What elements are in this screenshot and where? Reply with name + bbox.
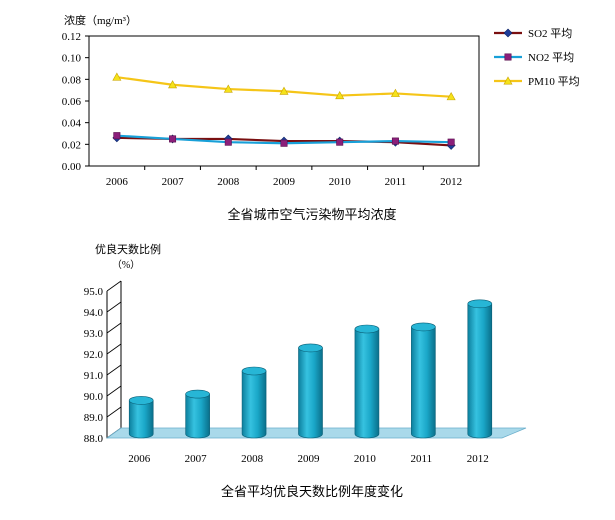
bar-body: [185, 393, 210, 439]
y-tick-label: 0.12: [62, 31, 81, 43]
line-chart-x-axis: 2006 2007 2008 2009 2010 2011 2012: [106, 166, 462, 188]
y-tick-label: 0.00: [62, 161, 82, 173]
bar: [185, 389, 210, 439]
data-point: [169, 135, 177, 143]
data-point: [391, 137, 399, 145]
x-tick-label: 2010: [329, 176, 352, 188]
bar-top: [411, 322, 436, 332]
y-tick-label: 0.10: [62, 53, 82, 65]
bar: [241, 366, 267, 439]
y-tick-label: 92.0: [84, 349, 104, 361]
legend-label: PM10 平均: [528, 75, 580, 88]
legend-item: SO2 平均: [494, 27, 572, 40]
data-point: [446, 92, 456, 101]
x-tick-label: 2011: [411, 453, 433, 465]
legend-item: NO2 平均: [494, 51, 574, 64]
x-tick-label: 2006: [106, 176, 129, 188]
y-gridline-depth: [106, 364, 122, 376]
bar: [354, 324, 380, 439]
y-tick-label: 95.0: [84, 286, 104, 298]
legend-label: SO2 平均: [528, 27, 572, 40]
x-tick-label: 2011: [385, 176, 407, 188]
bar-top: [185, 389, 210, 399]
x-tick-label: 2007: [185, 453, 208, 465]
y-tick-label: 94.0: [84, 307, 104, 319]
x-tick-label: 2012: [440, 176, 462, 188]
line-chart-ylabel: 浓度（mg/m³）: [64, 13, 137, 27]
x-tick-label: 2009: [298, 453, 321, 465]
y-tick-label: 93.0: [84, 328, 104, 340]
bar-body: [411, 326, 436, 439]
data-point: [280, 139, 288, 147]
bar-top: [241, 366, 267, 376]
bar-chart-title: 全省平均优良天数比例年度变化: [221, 484, 403, 500]
good-days-bar-chart: 优良天数比例 （%） 88.0 89.0 90.0 91.0 92.0 93.0 94.0 9…: [84, 242, 527, 500]
data-point: [447, 138, 455, 146]
y-tick-label: 0.06: [62, 96, 82, 108]
y-tick-label: 91.0: [84, 370, 104, 382]
data-point: [224, 138, 232, 146]
line-chart-series: [112, 72, 456, 150]
data-point: [113, 132, 121, 140]
legend-item: PM10 平均: [494, 75, 580, 88]
y-gridline-depth: [106, 280, 122, 292]
data-point: [335, 90, 345, 100]
bar-top: [298, 343, 323, 353]
y-gridline-depth: [106, 322, 122, 334]
y-tick-label: 0.08: [62, 74, 82, 86]
bar-body: [467, 303, 493, 439]
y-tick-label: 88.0: [84, 433, 104, 445]
legend-marker: [504, 53, 512, 61]
legend-marker: [503, 28, 513, 38]
series-triangle: [112, 72, 456, 101]
bar-chart-ylabel: 优良天数比例: [95, 242, 161, 256]
bar-chart-x-axis: 2006 2007 2008 2009 2010 2011 2012: [128, 453, 489, 465]
y-gridline-depth: [106, 343, 122, 355]
data-point: [390, 88, 400, 97]
y-gridline-depth: [106, 406, 122, 418]
bar: [128, 396, 154, 439]
x-tick-label: 2009: [273, 176, 296, 188]
bar: [467, 299, 493, 439]
y-tick-label: 0.04: [62, 118, 82, 130]
data-point: [223, 84, 233, 93]
x-tick-label: 2008: [217, 176, 240, 188]
bar: [411, 322, 436, 439]
bar: [298, 343, 323, 439]
legend-label: NO2 平均: [528, 51, 574, 64]
bar-body: [354, 328, 380, 439]
bar-body: [241, 370, 267, 439]
bar-body: [128, 400, 154, 439]
y-gridline-depth: [106, 385, 122, 397]
data-point: [279, 86, 289, 95]
bar-chart-bars: [128, 299, 493, 439]
series-square: [113, 132, 455, 147]
x-tick-label: 2008: [241, 453, 264, 465]
x-tick-label: 2012: [467, 453, 489, 465]
bar-top: [128, 396, 154, 405]
x-tick-label: 2006: [128, 453, 151, 465]
y-gridline-depth: [106, 301, 122, 313]
data-point: [112, 72, 122, 81]
bar-top: [467, 299, 493, 309]
x-tick-label: 2007: [162, 176, 185, 188]
y-tick-label: 89.0: [84, 412, 104, 424]
legend-marker: [503, 76, 513, 85]
data-point: [168, 80, 178, 89]
line-chart-y-axis: 0.00 0.02 0.04 0.06 0.08 0.10 0.12: [62, 31, 89, 173]
y-tick-label: 90.0: [84, 391, 104, 403]
line-chart-legend: SO2 平均 NO2 平均 PM10 平均: [494, 27, 580, 88]
bar-body: [298, 347, 323, 439]
line-chart-title: 全省城市空气污染物平均浓度: [227, 207, 396, 223]
bar-chart-yunit: （%）: [112, 259, 140, 271]
pollutant-line-chart: 浓度（mg/m³） 0.00 0.02 0.04 0.06 0.08 0.10 0.12 2…: [62, 13, 580, 223]
x-tick-label: 2010: [354, 453, 377, 465]
data-point: [336, 138, 344, 146]
bar-top: [354, 324, 380, 334]
y-tick-label: 0.02: [62, 139, 81, 151]
